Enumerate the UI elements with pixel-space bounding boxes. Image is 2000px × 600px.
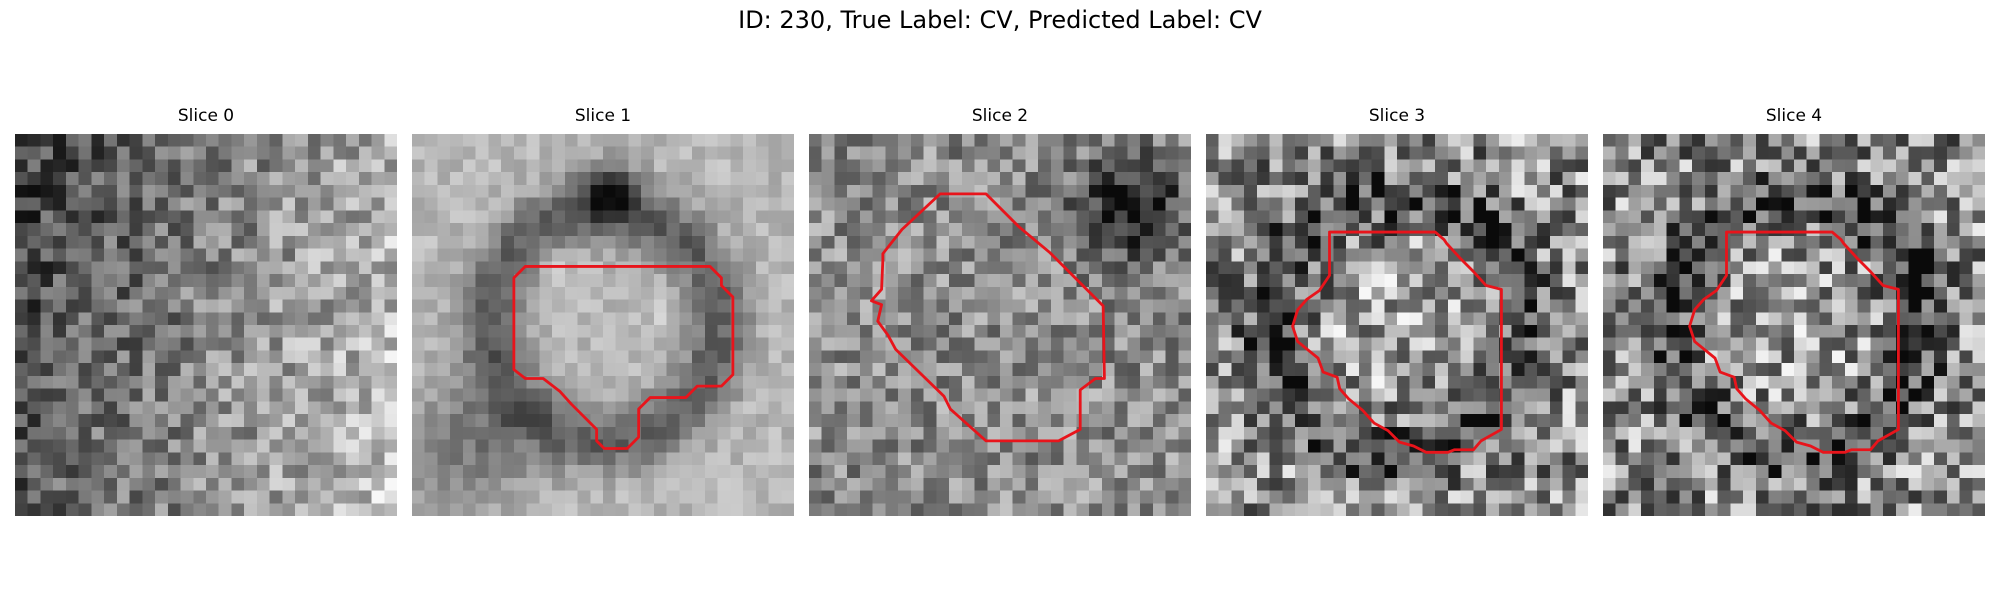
slice-image-1 <box>412 134 794 516</box>
slice-image-0 <box>15 134 397 516</box>
figure-title: ID: 230, True Label: CV, Predicted Label… <box>738 6 1262 34</box>
slice-title-3: Slice 3 <box>1368 106 1426 126</box>
segmentation-contour-1 <box>512 265 735 450</box>
slice-title-0: Slice 0 <box>177 106 235 126</box>
segmentation-contour-4 <box>1688 230 1900 454</box>
segmentation-contour-2 <box>869 192 1106 443</box>
slice-image-2 <box>809 134 1191 516</box>
slice-title-4: Slice 4 <box>1765 106 1823 126</box>
slice-image-3 <box>1206 134 1588 516</box>
segmentation-contour-3 <box>1291 230 1503 454</box>
slice-image-4 <box>1603 134 1985 516</box>
slice-title-1: Slice 1 <box>574 106 632 126</box>
slice-title-2: Slice 2 <box>971 106 1029 126</box>
